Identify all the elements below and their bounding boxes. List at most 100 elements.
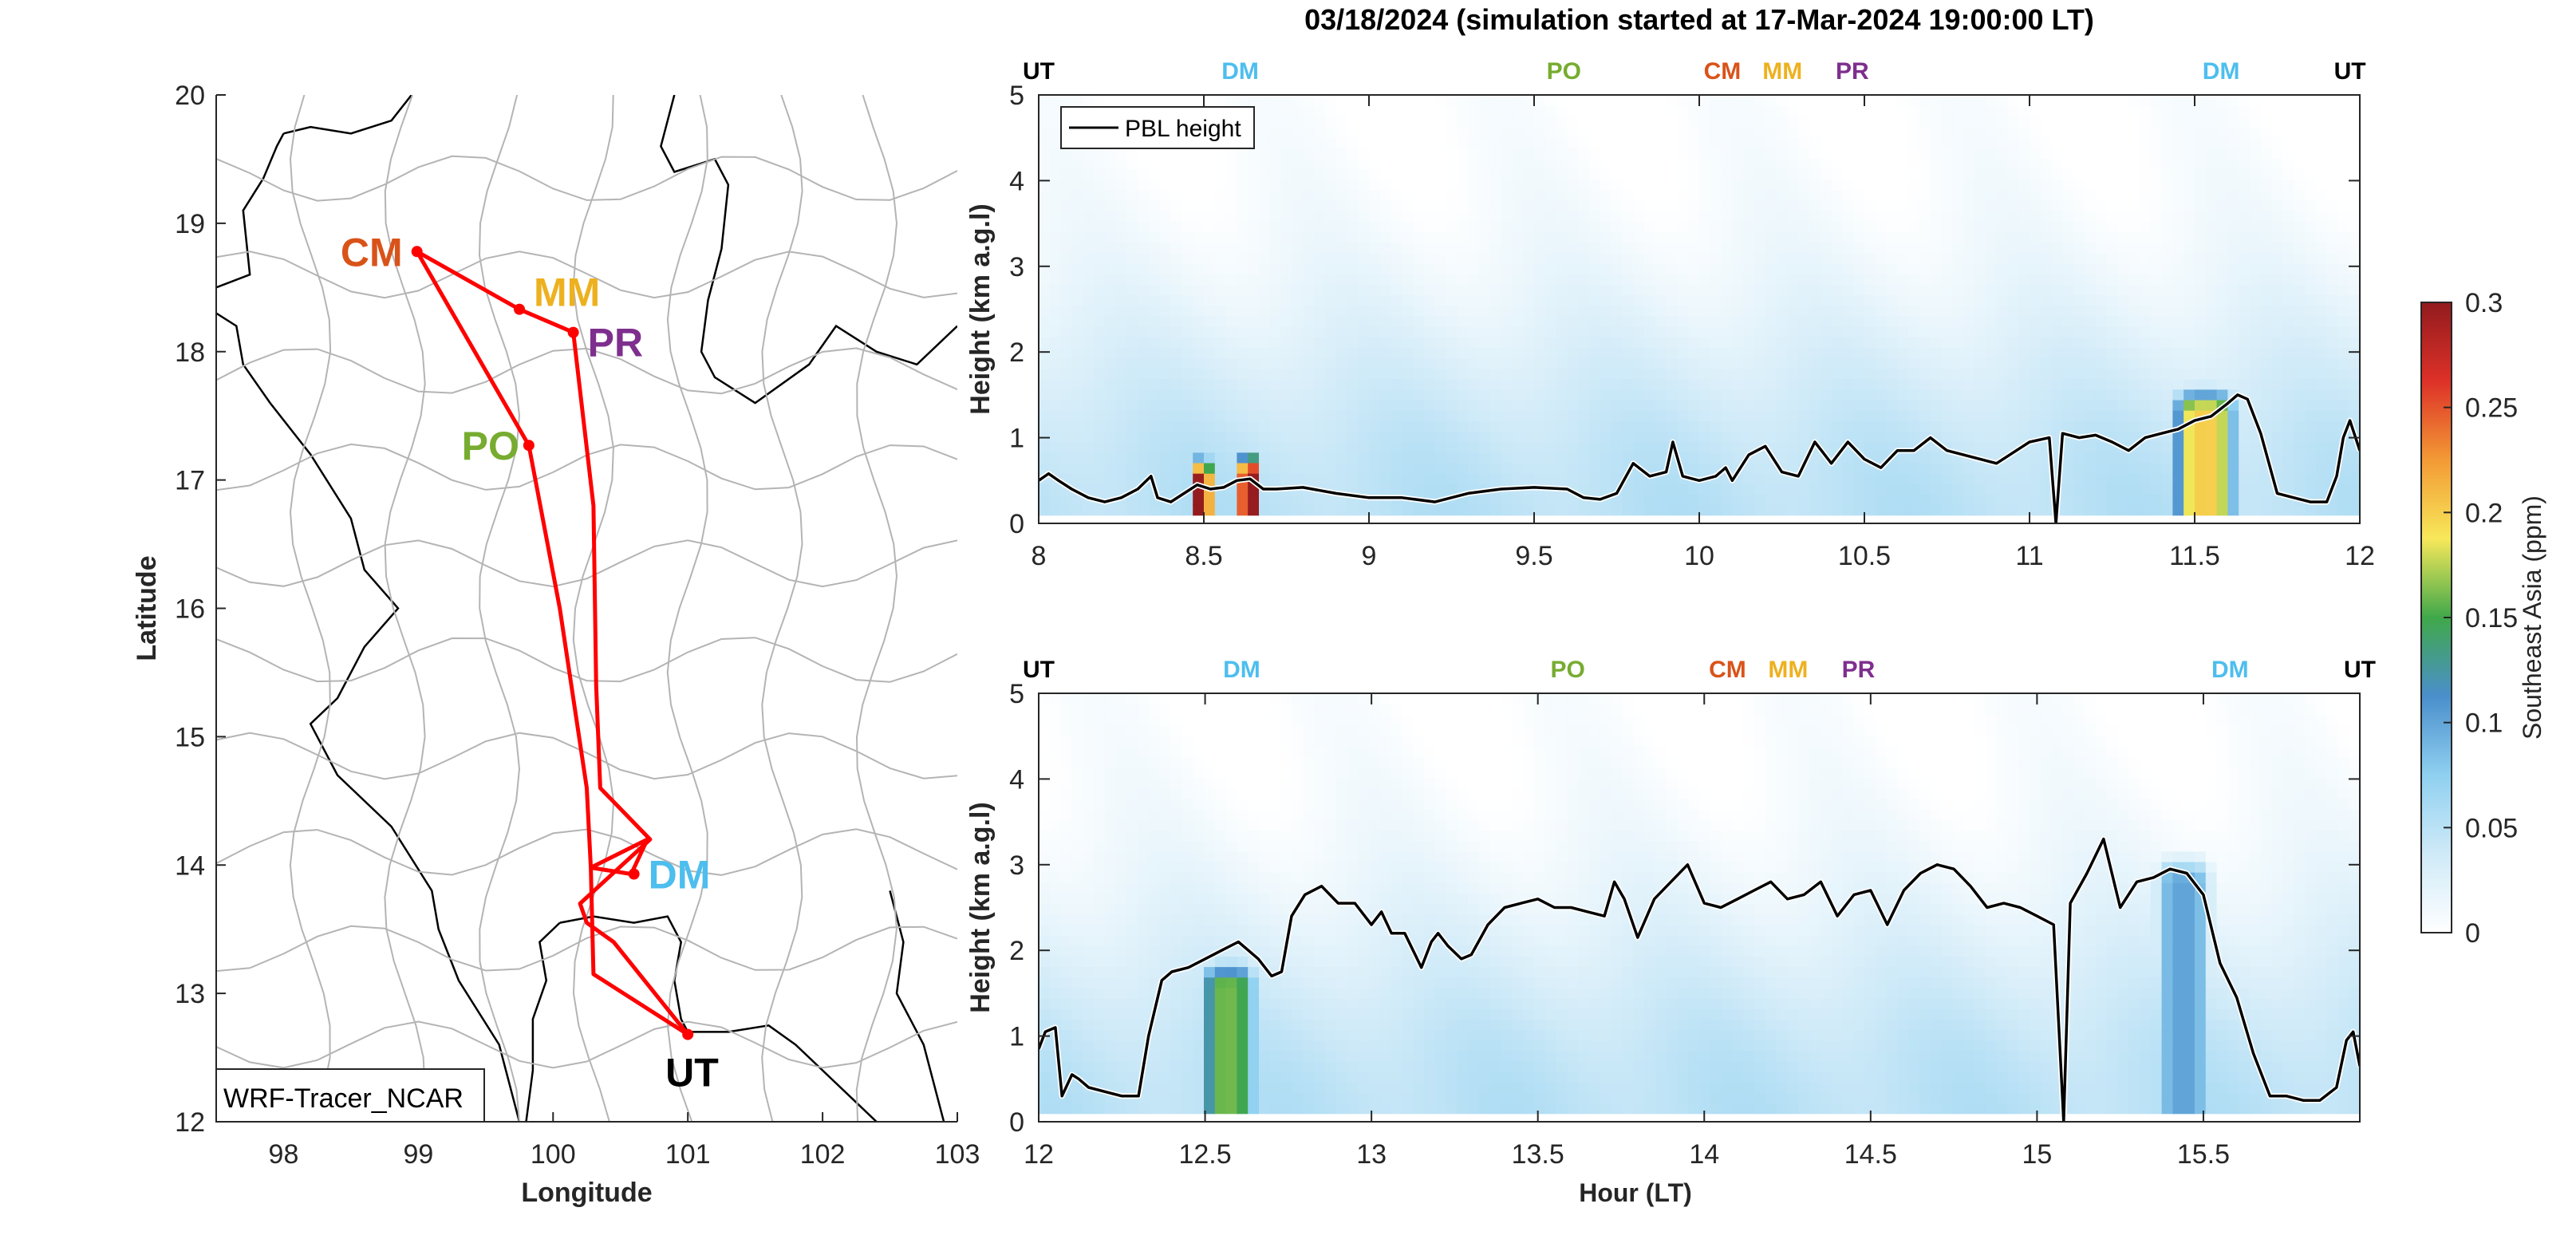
field-cell	[2239, 220, 2251, 233]
field-cell	[2051, 157, 2064, 170]
field-cell	[1567, 389, 1580, 401]
site-marker-ut: UT	[2334, 58, 2366, 85]
field-cell	[2315, 168, 2328, 180]
field-cell	[1809, 493, 1821, 506]
field-cell	[1071, 242, 1084, 254]
field-cell	[1743, 252, 1755, 264]
field-cell	[2294, 504, 2306, 516]
field-cell	[1875, 136, 1888, 148]
field-cell	[2106, 315, 2119, 327]
field-cell	[1600, 399, 1612, 411]
field-cell	[2128, 346, 2140, 358]
field-cell	[1699, 493, 1711, 506]
field-cell	[2260, 315, 2273, 327]
field-cell	[1115, 326, 1128, 337]
field-cell	[2326, 252, 2339, 264]
field-cell	[1644, 242, 1656, 254]
field-cell	[1721, 273, 1734, 285]
field-cell	[1544, 199, 1557, 211]
field-cell	[2030, 409, 2041, 421]
field-cell	[1225, 462, 1238, 474]
field-cell	[1721, 409, 1734, 421]
field-cell	[2227, 189, 2240, 201]
field-cell	[1424, 273, 1436, 285]
field-cell	[1688, 157, 1700, 170]
field-cell	[1314, 368, 1326, 380]
field-cell	[2062, 220, 2075, 233]
field-cell	[2085, 116, 2097, 128]
field-cell	[2260, 210, 2273, 222]
field-cell	[1743, 116, 1755, 128]
field-cell	[1611, 472, 1623, 484]
field-cell	[1765, 315, 1777, 327]
field-cell	[1644, 336, 1656, 348]
field-cell	[1214, 262, 1227, 274]
field-cell	[1369, 95, 1381, 107]
field-cell	[1864, 283, 1876, 295]
field-cell	[2282, 273, 2295, 285]
field-cell	[2205, 147, 2218, 159]
field-cell	[1280, 252, 1293, 264]
field-cell	[1743, 273, 1755, 285]
field-cell	[1501, 189, 1513, 201]
field-cell	[1544, 168, 1557, 180]
field-cell	[1413, 315, 1425, 327]
field-cell	[1159, 504, 1172, 516]
field-cell	[1567, 220, 1580, 233]
field-cell	[1875, 315, 1888, 327]
field-cell	[2018, 147, 2030, 159]
field-cell	[1434, 199, 1447, 211]
field-cell	[1996, 336, 2009, 348]
field-cell	[1809, 420, 1821, 432]
field-cell	[2117, 95, 2130, 107]
field-cell	[2172, 220, 2185, 233]
field-cell	[1324, 189, 1337, 201]
field-cell	[1919, 95, 1931, 107]
field-cell	[1126, 472, 1139, 484]
field-cell	[1633, 368, 1645, 380]
field-cell	[1413, 336, 1425, 348]
field-cell	[1886, 305, 1899, 317]
field-cell	[2140, 378, 2152, 390]
field-cell	[1853, 220, 1865, 233]
field-cell	[1611, 157, 1623, 170]
field-cell	[2095, 220, 2108, 233]
field-cell	[1996, 105, 2009, 117]
field-cell	[1104, 441, 1117, 453]
field-cell	[1049, 147, 1062, 159]
field-cell	[1611, 179, 1623, 191]
field-cell	[2239, 294, 2251, 306]
field-cell	[1501, 273, 1513, 285]
field-cell	[1930, 305, 1943, 317]
field-cell	[1083, 147, 1095, 159]
field-cell	[2282, 116, 2295, 128]
field-cell	[1699, 116, 1711, 128]
field-cell	[2216, 452, 2229, 464]
field-cell	[2073, 210, 2085, 222]
field-cell	[1776, 242, 1789, 254]
station-marker-po	[523, 440, 535, 452]
field-cell	[1335, 315, 1348, 327]
field-cell	[1875, 493, 1888, 506]
field-cell	[2140, 168, 2152, 180]
field-cell	[1170, 326, 1183, 337]
field-cell	[2216, 179, 2229, 191]
field-cell	[1952, 305, 1965, 317]
field-cell	[1049, 305, 1062, 317]
field-cell	[1633, 336, 1645, 348]
field-cell	[1611, 504, 1623, 516]
field-cell	[1501, 283, 1513, 295]
field-cell	[2030, 452, 2041, 464]
field-cell	[1886, 409, 1899, 421]
field-cell	[1170, 472, 1183, 484]
field-cell	[1930, 210, 1943, 222]
field-cell	[1489, 252, 1502, 264]
field-cell	[1303, 179, 1315, 191]
field-cell	[1589, 147, 1601, 159]
field-cell	[2117, 462, 2130, 474]
field-cell	[1512, 326, 1525, 337]
field-cell	[2337, 368, 2350, 380]
field-cell	[1489, 147, 1502, 159]
field-cell	[2337, 378, 2350, 390]
field-cell	[2040, 399, 2053, 411]
